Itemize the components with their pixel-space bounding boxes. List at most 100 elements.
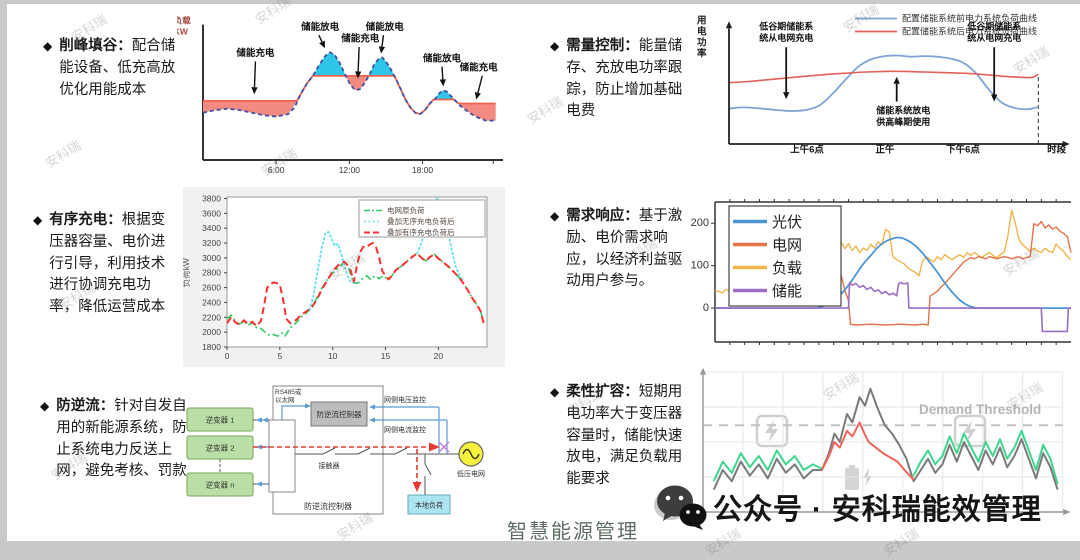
bullet-anti-backflow: ◆ 防逆流：针对自发自用的新能源系统，防止系统电力反送上网，避免考核、罚款 [40,396,190,483]
grid-source-icon [458,441,484,467]
svg-text:储能充电: 储能充电 [341,33,380,45]
svg-text:3400: 3400 [202,223,221,233]
svg-text:负载: 负载 [772,260,802,277]
wechat-icon [654,485,707,530]
svg-text:下午6点: 下午6点 [946,143,980,155]
peak-shaving-chart: 6:0012:0018:00负载KW储能充电储能放电储能充电储能放电储能放电储能… [177,15,503,175]
wechat-banner-text: 公众号 · 安科瑞能效管理 [713,494,1042,526]
backflow-arrows [253,441,450,492]
diagram-labels: 逆变器 1 逆变器 2 逆变器 n RS485或 以太网 防逆流控制器 网侧电压… [206,387,485,511]
svg-text:配置储能系统后电力系统负荷曲线: 配置储能系统后电力系统负荷曲线 [902,26,1037,37]
controller-label: 防逆流控制器 [317,409,362,419]
svg-text:12:00: 12:00 [339,165,361,175]
load-before-storage [728,54,1039,112]
lightning-icon [765,420,778,442]
wechat-banner: 公众号 · 安科瑞能效管理 [653,483,1042,531]
svg-text:2400: 2400 [202,297,221,307]
collector-box [268,419,296,493]
bullet-title: 需量控制： [566,38,639,54]
svg-text:20: 20 [434,351,444,361]
svg-text:3200: 3200 [202,238,221,248]
voltage-monitor-label: 网侧电压监控 [384,395,426,404]
ethernet-label: 以太网 [275,395,295,404]
local-load-box [407,494,451,515]
bullet-text: 根据变压器容量、电价进行引导，利用技术进行协调充电功率，降低运营成本 [49,212,166,315]
svg-text:用电功率: 用电功率 [696,16,707,60]
grid-original-load [226,252,485,337]
grid [822,220,1072,326]
slide-caption: 智慧能源管理 [507,521,639,543]
diamond-icon: ◆ [43,39,53,53]
diamond-icon: ◆ [33,213,43,227]
bullet-text: 配合储能设备、低充高放优化用能成本 [59,38,176,98]
power-lines [219,419,459,495]
original-load-dashed [202,51,496,122]
rs485-label: RS485或 [275,387,302,396]
anti-backflow-diagram: 逆变器 1 逆变器 2 逆变器 n RS485或 以太网 防逆流控制器 网侧电压… [186,385,485,515]
svg-text:正午: 正午 [875,143,895,155]
discharge-bump [433,90,455,100]
bullet-demand-response: ◆ 需求响应：基于激励、电价需求响应，以经济利益驱动用户参与。 [550,206,688,293]
anti-backflow-controller-box [310,401,368,427]
diamond-icon: ◆ [550,385,560,399]
load-after-storage [728,70,1039,84]
discharge-peak2 [368,57,395,76]
svg-text:0: 0 [225,351,230,361]
svg-text:叠加无序充电负荷后: 叠加无序充电负荷后 [387,216,455,226]
unordered-charging-spike1 [308,231,355,311]
svg-text:2200: 2200 [202,312,221,322]
svg-text:6:00: 6:00 [268,165,285,175]
svg-text:光伏: 光伏 [772,214,802,231]
bullet-title: 需求响应： [566,208,639,224]
clipped-demand [820,421,915,481]
discharge-peak1 [312,52,346,76]
svg-text:3600: 3600 [202,208,221,218]
svg-text:储能充电: 储能充电 [460,62,499,74]
monitoring-lines [257,405,448,485]
grid-label: 低压电网 [457,469,485,478]
svg-text:负荷kW: 负荷kW [183,258,191,287]
local-load-label: 本地负荷 [415,501,443,510]
bullet-peak-shaving: ◆ 削峰填谷：配合储能设备、低充高放优化用能成本 [43,36,189,101]
storage [715,281,1071,333]
svg-text:低谷期储能系统从电网充电: 低谷期储能系统从电网充电 [966,21,1021,44]
svg-text:储能: 储能 [772,283,802,300]
slide-canvas: ◆ 削峰填谷：配合储能设备、低充高放优化用能成本 ◆ 需量控制：能量储存、充放电… [7,0,1080,559]
diamond-icon: ◆ [550,39,560,53]
diamond-icon: ◆ [40,399,50,413]
charge-fill-right [459,103,496,121]
watermark: 安科瑞 [42,137,84,172]
svg-text:负载KW: 负载KW [177,15,191,36]
cabinet-label: 防逆流控制器 [304,501,352,511]
bullet-text: 能量储存、充放电功率跟踪，防止增加基础电费 [566,38,683,120]
bullet-text: 短期用电功率大于变压器容量时，储能快速放电，满足负载用能要求 [566,384,683,487]
bullet-title: 柔性扩容： [566,384,639,400]
svg-text:储能放电: 储能放电 [423,52,462,64]
blue-arrowheads [256,403,375,487]
svg-text:叠加有序充电负荷后: 叠加有序充电负荷后 [387,227,455,237]
svg-text:电网: 电网 [772,237,802,254]
svg-text:时段: 时段 [1047,143,1067,155]
bullet-title: 有序充电： [49,212,122,228]
current-monitor-label: 网侧电流监控 [384,425,426,434]
ordered-charging [226,242,485,328]
svg-text:1800: 1800 [202,342,221,352]
svg-text:Demand Threshold: Demand Threshold [919,402,1041,417]
svg-text:100: 100 [691,260,709,272]
bullet-demand-control: ◆ 需量控制：能量储存、充放电功率跟踪，防止增加基础电费 [550,36,686,123]
svg-text:上午6点: 上午6点 [790,143,824,155]
svg-text:储能系统放电供高峰期使用: 储能系统放电供高峰期使用 [875,104,930,127]
svg-text:18:00: 18:00 [412,165,434,175]
charge-fill-left [203,100,297,117]
diamond-icon: ◆ [550,209,560,223]
svg-text:3000: 3000 [202,253,221,263]
load-without-storage [712,387,1059,491]
contactor-label: 接触器 [319,461,340,470]
svg-text:15: 15 [381,351,391,361]
inverter-1-label: 逆变器 1 [206,415,235,425]
bullet-text: 基于激励、电价需求响应，以经济利益驱动用户参与。 [566,208,683,290]
svg-text:储能放电: 储能放电 [366,21,405,33]
bullet-text: 针对自发自用的新能源系统，防止系统电力反送上网，避免考核、罚款 [56,398,187,480]
